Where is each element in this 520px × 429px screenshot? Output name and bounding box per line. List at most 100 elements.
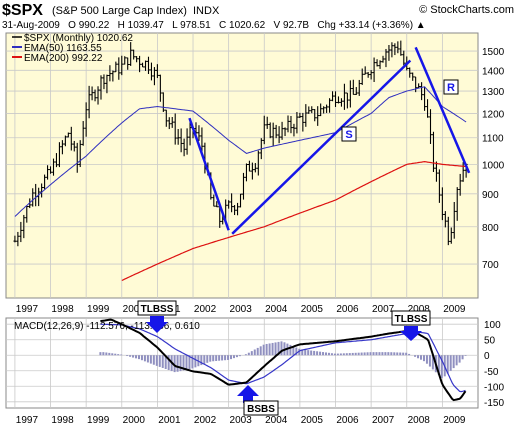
macd-hist-bar (108, 352, 111, 356)
macd-hist-bar (304, 349, 307, 356)
label-s-text: S (345, 129, 352, 141)
macd-hist-bar (339, 353, 342, 356)
tlbss-1-arrow (146, 316, 168, 333)
macd-hist-bar (274, 342, 277, 356)
macd-hist-bar (405, 352, 408, 356)
x-bottom-label-2003: 2003 (230, 415, 253, 426)
macd-label: MACD(12,26,9) -112.576, -113.186, 0.610 (14, 321, 200, 332)
price-y-label-1300: 1300 (482, 87, 505, 98)
macd-hist-bar (301, 349, 304, 356)
macd-hist-bar (120, 354, 123, 356)
macd-hist-bar (280, 341, 283, 356)
x-top-label-1999: 1999 (87, 304, 110, 315)
price-y-label-1500: 1500 (482, 47, 505, 58)
x-bottom-label-2006: 2006 (336, 415, 359, 426)
macd-hist-bar (114, 353, 117, 356)
price-y-ticks: 700 800 900 1000 1100 1200 1300 1400 1500 (482, 47, 505, 271)
macd-hist-bar (129, 355, 132, 357)
x-top-label-2006: 2006 (336, 304, 359, 315)
macd-hist-bar (117, 354, 120, 356)
macd-hist-bar (363, 352, 366, 356)
macd-hist-bar (322, 352, 325, 356)
price-y-label-900: 900 (482, 190, 499, 201)
price-legend: $SPX (Monthly) 1020.62 EMA(50) 1163.55 E… (12, 33, 133, 64)
x-top-label-2002: 2002 (194, 304, 217, 315)
macd-hist-bar (316, 351, 319, 356)
x-bottom-label-2000: 2000 (123, 415, 146, 426)
macd-hist-bar (161, 355, 164, 368)
label-r-box (443, 79, 459, 95)
x-top-label-2000: 2000 (123, 304, 146, 315)
macd-hist-bar (422, 355, 425, 362)
macd-hist-bar (105, 352, 108, 356)
macd-hist-bar (372, 352, 375, 356)
macd-hist-bar (143, 355, 146, 362)
macd-hist-bar (179, 355, 182, 372)
label-s-box (341, 126, 357, 142)
macd-hist-bar (188, 355, 191, 370)
macd-hist-bar (336, 353, 339, 356)
trendline-r (414, 46, 471, 174)
x-top-label-2005: 2005 (301, 304, 324, 315)
macd-hist-bar (265, 343, 268, 356)
macd-hist-bar (227, 355, 230, 360)
macd-hist-bar (126, 355, 129, 357)
macd-hist-bar (402, 352, 405, 356)
macd-hist-bar (378, 352, 381, 356)
macd-hist-bar (262, 344, 265, 356)
macd-hist-bar (330, 353, 333, 356)
macd-hist-bar (200, 355, 203, 366)
macd-hist-bar (250, 351, 253, 356)
macd-hist-bar (319, 351, 322, 356)
macd-hist-bar (191, 355, 194, 369)
x-top-label-2004: 2004 (265, 304, 288, 315)
macd-hist-bar (461, 355, 464, 360)
label-s: S (341, 126, 357, 142)
annotation-bsbs: BSBS (237, 385, 279, 416)
legend-ema50: EMA(50) 1163.55 (24, 43, 102, 54)
macd-hist-bar (431, 355, 434, 370)
trendlines (188, 46, 471, 235)
macd-hist-bar (408, 353, 411, 356)
macd-hist-bar (253, 349, 256, 356)
x-bottom-label-2005: 2005 (301, 415, 324, 426)
macd-x-axis: 1997 1998 1999 2000 2001 2002 2003 2004 2005 2006… (16, 415, 466, 426)
legend-spx: $SPX (Monthly) 1020.62 (24, 33, 133, 44)
macd-hist-bar (399, 352, 402, 356)
macd-hist-bar (146, 355, 149, 363)
macd-hist-bar (102, 352, 105, 356)
x-top-label-2003: 2003 (230, 304, 253, 315)
macd-hist-bar (292, 346, 295, 356)
x-top-label-1998: 1998 (51, 304, 74, 315)
macd-hist-bar (203, 355, 206, 364)
macd-hist-bar (345, 353, 348, 356)
macd-hist-bar (357, 352, 360, 356)
x-top-label-1997: 1997 (16, 304, 39, 315)
x-bottom-label-2002: 2002 (194, 415, 217, 426)
legend-ema200: EMA(200) 992.22 (24, 53, 103, 64)
macd-hist-bar (259, 346, 262, 356)
macd-hist-bar (449, 355, 452, 371)
macd-hist-bar (351, 352, 354, 356)
macd-hist-bar (452, 355, 455, 369)
macd-hist-bar (167, 355, 170, 371)
tlbss-2-box (391, 310, 431, 326)
macd-hist-bar (298, 348, 301, 356)
chart-exchange: INDX (193, 5, 220, 17)
macd-hist-bar (176, 355, 179, 372)
macd-hist-bar (244, 354, 247, 356)
macd-y-label-50: 50 (484, 336, 496, 347)
macd-y-label--150: -150 (484, 398, 504, 409)
macd-hist-bar (224, 355, 227, 361)
x-bottom-label-2009: 2009 (443, 415, 466, 426)
macd-hist-bar (325, 352, 328, 356)
chart-index-name: (S&P 500 Large Cap Index) (52, 5, 187, 17)
annotation-tlbss-1: TLBSS (137, 300, 177, 333)
macd-hist-bar (310, 350, 313, 356)
x-bottom-label-2007: 2007 (372, 415, 395, 426)
x-bottom-label-2004: 2004 (265, 415, 288, 426)
bsbs-arrow (237, 385, 259, 403)
x-bottom-label-2001: 2001 (158, 415, 181, 426)
macd-hist-bar (417, 355, 420, 359)
quote-line: 31-Aug-2009 O 990.22 H 1039.47 L 978.51 … (2, 20, 426, 31)
